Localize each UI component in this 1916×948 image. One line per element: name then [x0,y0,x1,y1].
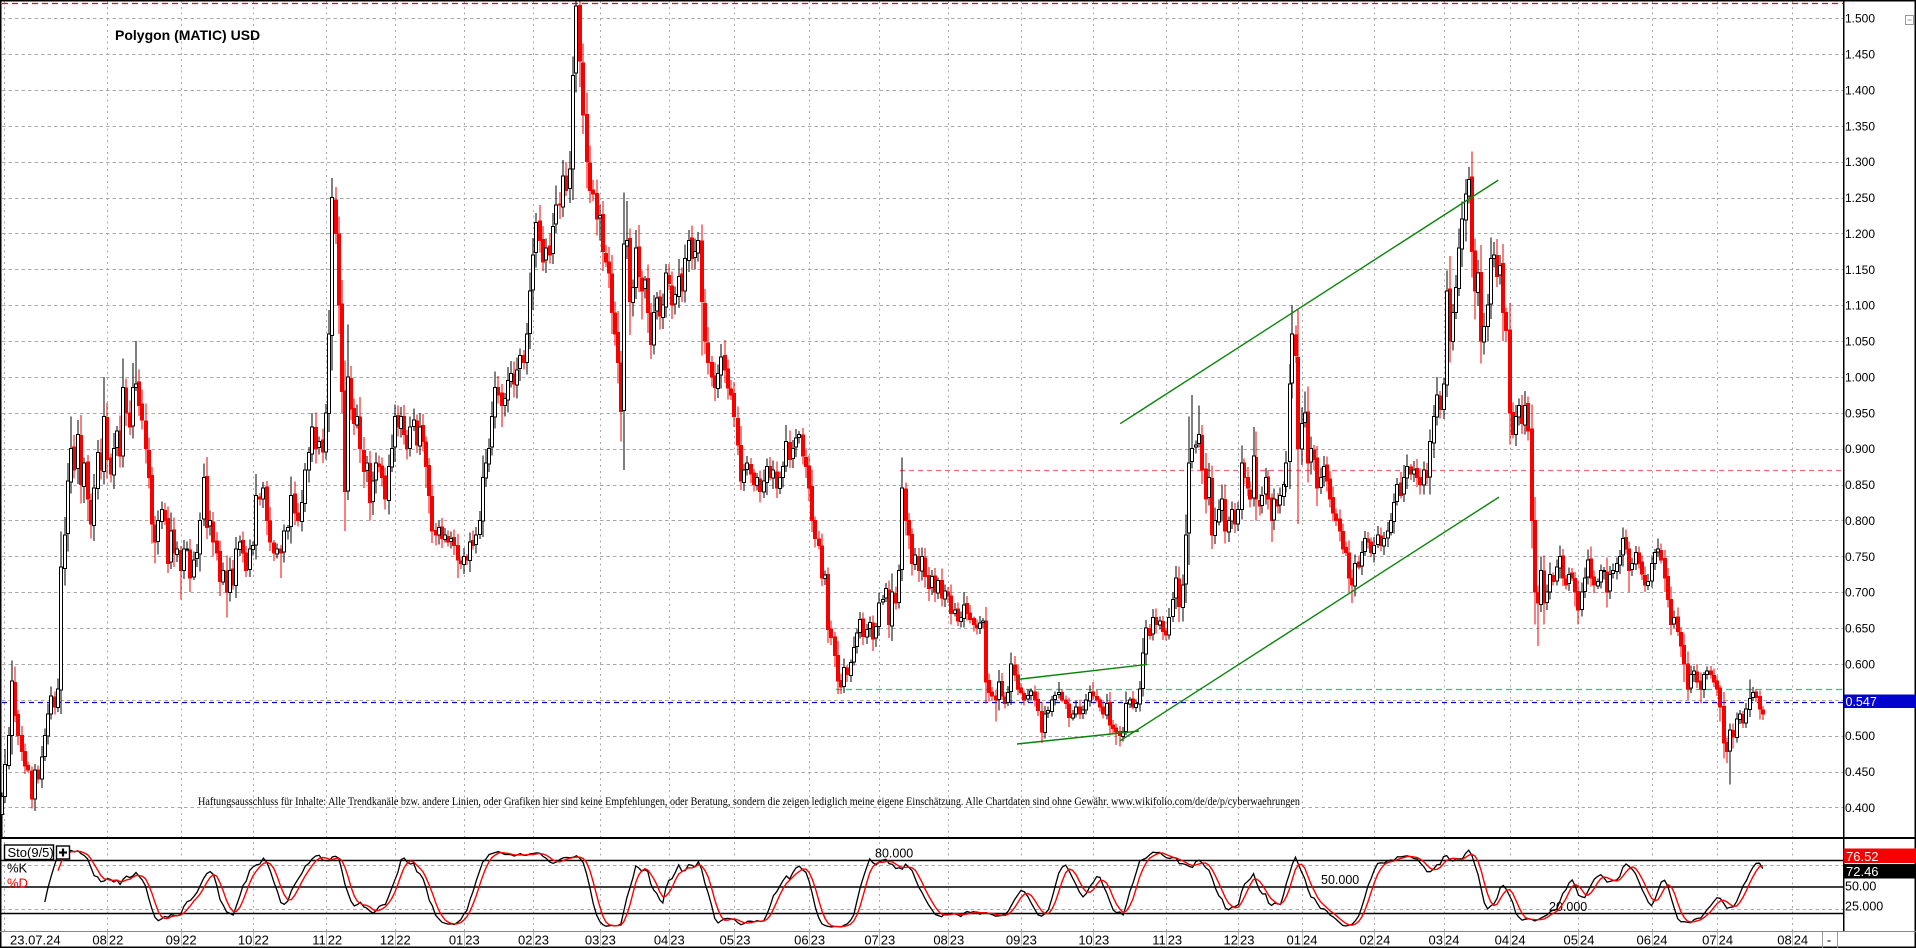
svg-text:24: 24 [1445,933,1459,948]
svg-text:0.600: 0.600 [1845,657,1875,671]
svg-text:02: 02 [518,933,532,948]
svg-text:24: 24 [1580,933,1594,948]
svg-text:12: 12 [380,933,394,948]
svg-text:0.547: 0.547 [1846,695,1877,709]
svg-text:1.250: 1.250 [1845,191,1875,205]
svg-text:05: 05 [1564,933,1578,948]
svg-text:0.750: 0.750 [1845,550,1875,564]
svg-text:10: 10 [238,933,252,948]
svg-text:24: 24 [1511,933,1525,948]
svg-text:10: 10 [1078,933,1092,948]
svg-text:09: 09 [166,933,180,948]
svg-text:23: 23 [1168,933,1182,948]
svg-text:Haftungsausschluss für Inhalte: Haftungsausschluss für Inhalte: Alle Tre… [198,794,1300,808]
svg-text:07: 07 [1702,933,1716,948]
svg-text:05: 05 [720,933,734,948]
svg-text:06: 06 [1637,933,1651,948]
svg-text:0.900: 0.900 [1845,442,1875,456]
svg-text:23: 23 [1022,933,1036,948]
svg-text:1.100: 1.100 [1845,299,1875,313]
svg-text:0.950: 0.950 [1845,406,1875,420]
svg-text:24: 24 [1303,933,1317,948]
svg-text:23: 23 [881,933,895,948]
svg-text:23: 23 [1240,933,1254,948]
svg-text:02: 02 [1359,933,1373,948]
svg-text:1.400: 1.400 [1845,83,1875,97]
svg-text:24: 24 [1719,933,1733,948]
svg-text:1.000: 1.000 [1845,370,1875,384]
svg-text:-: - [1827,933,1831,948]
svg-text:0.850: 0.850 [1845,478,1875,492]
svg-text:12: 12 [1224,933,1238,948]
svg-text:Polygon (MATIC) USD: Polygon (MATIC) USD [115,27,260,43]
svg-text:24: 24 [1794,933,1808,948]
svg-text:11: 11 [312,933,326,948]
svg-text:08: 08 [933,933,947,948]
svg-text:23: 23 [1095,933,1109,948]
svg-text:1.500: 1.500 [1845,12,1875,26]
svg-text:08: 08 [1777,933,1791,948]
svg-text:07: 07 [864,933,878,948]
svg-text:0.400: 0.400 [1845,801,1875,815]
svg-text:Sto(9/5): Sto(9/5) [8,845,54,860]
svg-text:23: 23 [950,933,964,948]
svg-text:23: 23 [670,933,684,948]
svg-text:1.050: 1.050 [1845,335,1875,349]
svg-text:22: 22 [109,933,123,948]
svg-text:25.000: 25.000 [1845,900,1883,914]
svg-text:72.46: 72.46 [1846,864,1879,879]
svg-text:08: 08 [92,933,106,948]
svg-text:03: 03 [585,933,599,948]
svg-text:1.350: 1.350 [1845,119,1875,133]
svg-text:23.07.24: 23.07.24 [10,933,61,948]
svg-text:0.500: 0.500 [1845,729,1875,743]
svg-text:22: 22 [254,933,268,948]
svg-text:50.000: 50.000 [1321,873,1359,887]
svg-text:01: 01 [1287,933,1301,948]
svg-text:0.650: 0.650 [1845,622,1875,636]
svg-text:22: 22 [182,933,196,948]
svg-text:%D: %D [7,876,28,891]
svg-text:03: 03 [1429,933,1443,948]
svg-text:1.200: 1.200 [1845,227,1875,241]
svg-text:0.700: 0.700 [1845,586,1875,600]
svg-text:0.800: 0.800 [1845,514,1875,528]
svg-text:50.00: 50.00 [1845,880,1876,894]
svg-text:22: 22 [328,933,342,948]
svg-text:1.300: 1.300 [1845,155,1875,169]
svg-text:24: 24 [1376,933,1390,948]
svg-text:0.450: 0.450 [1845,765,1875,779]
svg-text:01: 01 [449,933,463,948]
svg-text:11: 11 [1152,933,1166,948]
svg-text:80.000: 80.000 [875,847,913,861]
svg-text:1.150: 1.150 [1845,263,1875,277]
svg-text:76.52: 76.52 [1846,849,1879,864]
svg-text:04: 04 [654,933,668,948]
svg-text:22: 22 [396,933,410,948]
svg-text:23: 23 [811,933,825,948]
svg-text:24: 24 [1653,933,1667,948]
svg-text:04: 04 [1495,933,1509,948]
svg-text:23: 23 [465,933,479,948]
svg-text:23: 23 [736,933,750,948]
svg-text:09: 09 [1006,933,1020,948]
svg-text:1.450: 1.450 [1845,48,1875,62]
svg-text:23: 23 [601,933,615,948]
svg-text:06: 06 [794,933,808,948]
svg-text:23: 23 [535,933,549,948]
svg-text:%K: %K [7,861,28,876]
